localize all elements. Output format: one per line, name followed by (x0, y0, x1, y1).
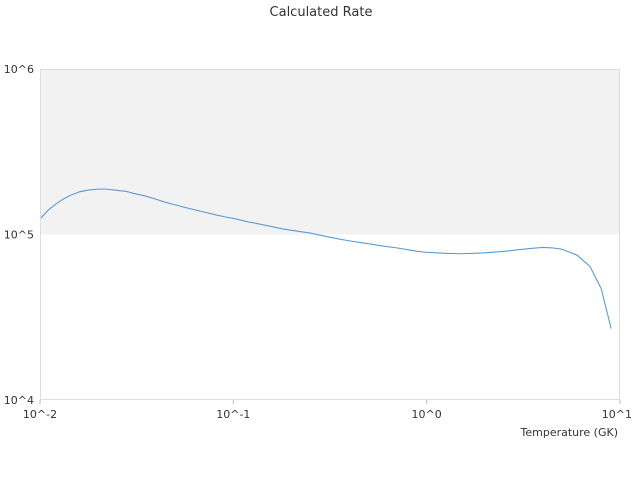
data-point (282, 228, 283, 229)
data-point (325, 236, 326, 237)
data-point (417, 251, 418, 252)
data-point (233, 218, 234, 219)
data-point (47, 210, 48, 211)
x-axis-label: Temperature (GK) (520, 426, 619, 439)
data-point (132, 192, 133, 193)
data-point (577, 255, 578, 256)
data-point (255, 223, 256, 224)
data-point (291, 230, 292, 231)
data-point (407, 249, 408, 250)
data-point (383, 246, 384, 247)
data-point (611, 328, 612, 329)
data-point (224, 216, 225, 217)
data-point (589, 266, 590, 267)
data-point (214, 214, 215, 215)
data-point (359, 242, 360, 243)
data-point (396, 247, 397, 248)
data-point (126, 191, 127, 192)
y-tick-label: 10^5 (4, 229, 34, 242)
x-tick-label: 10^1 (602, 408, 632, 421)
data-point (190, 208, 191, 209)
data-point (561, 249, 562, 250)
data-point (503, 251, 504, 252)
axes: 10^4 10^5 10^6 10^-2 10^-1 10^0 10^1 (4, 63, 632, 421)
data-point (116, 190, 117, 191)
data-point (601, 288, 602, 289)
data-point (484, 252, 485, 253)
series-line (39, 188, 612, 329)
data-point (73, 193, 74, 194)
data-point (241, 220, 242, 221)
data-point (145, 195, 146, 196)
data-point (542, 247, 543, 248)
y-tick-label: 10^6 (4, 63, 34, 76)
data-point (89, 189, 90, 190)
data-point (349, 240, 350, 241)
chart-title: Calculated Rate (270, 5, 373, 20)
data-point (368, 243, 369, 244)
data-point (518, 249, 519, 250)
data-point (445, 253, 446, 254)
shaded-band (40, 69, 620, 235)
data-point (310, 232, 311, 233)
data-point (68, 196, 69, 197)
x-tick-label: 10^-2 (23, 408, 57, 421)
x-tick-label: 10^0 (412, 408, 442, 421)
data-point (267, 225, 268, 226)
data-point (106, 189, 107, 190)
data-point (531, 248, 532, 249)
plot-area (39, 69, 620, 329)
data-point (166, 202, 167, 203)
data-point (55, 204, 56, 205)
data-point (98, 189, 99, 190)
data-point (156, 199, 157, 200)
data-point (460, 253, 461, 254)
data-point (338, 238, 339, 239)
data-point (426, 252, 427, 253)
data-point (79, 191, 80, 192)
data-point (473, 253, 474, 254)
data-point (61, 199, 62, 200)
data-point (175, 204, 176, 205)
data-point (552, 247, 553, 248)
y-tick-label: 10^4 (4, 394, 34, 407)
data-point (203, 211, 204, 212)
data-point (248, 221, 249, 222)
x-tick-label: 10^-1 (216, 408, 250, 421)
